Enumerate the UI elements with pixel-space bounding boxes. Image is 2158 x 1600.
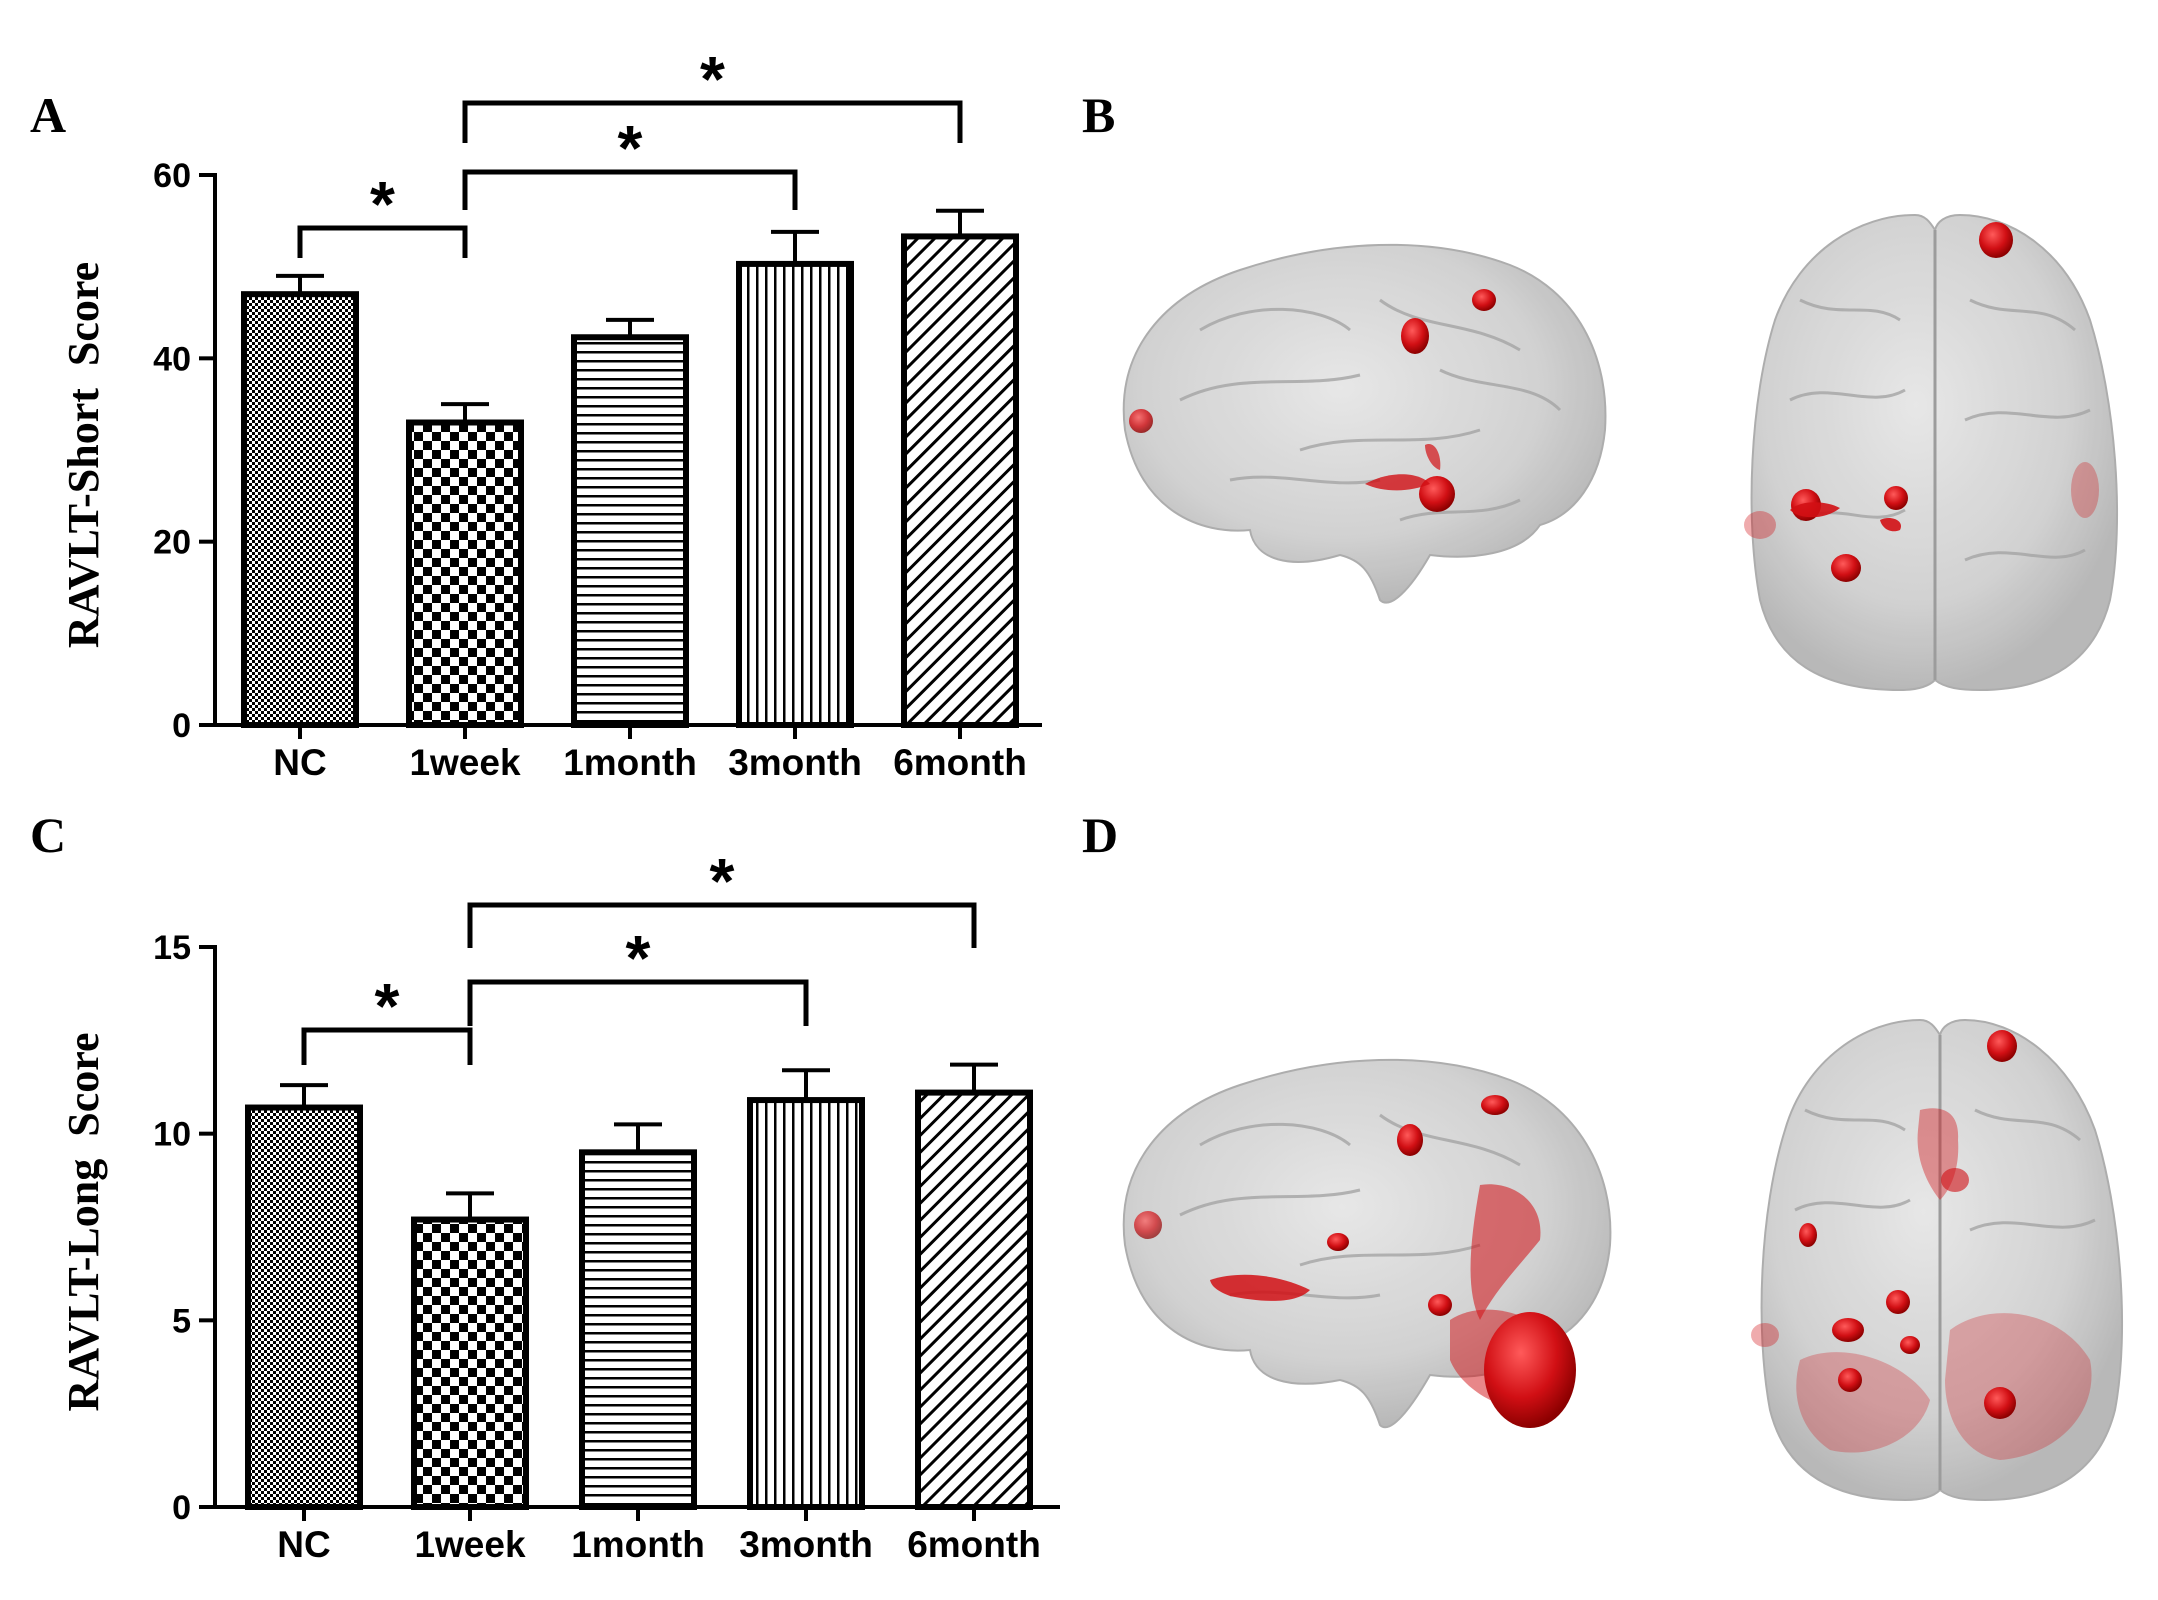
panel-d-brain-images: [1122, 1018, 2124, 1502]
chart-a-y-tick-label: 20: [153, 524, 191, 562]
chart-a-category-label: 3month: [728, 742, 862, 783]
panel-letter-c: C: [30, 807, 66, 863]
chart-a-y-tick-label: 60: [153, 157, 191, 195]
chart-c-y-tick-label: 15: [153, 929, 191, 967]
panel-d-axial-brain: [1751, 1018, 2124, 1502]
chart-c-significance-bracket: [467, 979, 809, 1026]
chart-a-significance-bracket: [462, 169, 798, 210]
chart-a-category-label: 1month: [563, 742, 697, 783]
chart-a-significance-star: *: [700, 43, 725, 115]
chart-a-short-score: RAVLT-Short Score 0 20 40 60 NC 1week 1month 3m…: [59, 43, 1042, 783]
chart-a-category-label: NC: [273, 742, 326, 783]
chart-a-bar-3month: [736, 260, 854, 728]
chart-c-category-label: 6month: [907, 1524, 1041, 1565]
chart-c-significance-bracket: [301, 1027, 473, 1065]
chart-a-bar-nc: [241, 291, 359, 728]
chart-c-bar-1month: [579, 1149, 697, 1511]
chart-c-y-axis-label: RAVLT-Long Score: [59, 1032, 108, 1411]
panel-b-lateral-brain: [1122, 243, 1607, 604]
chart-c-category-label: 3month: [739, 1524, 873, 1565]
chart-a-bar-1week: [406, 419, 524, 728]
chart-c-y-tick-label: 10: [153, 1116, 191, 1154]
chart-c-bar-3month: [747, 1097, 865, 1510]
chart-c-significance-bracket: [467, 902, 977, 948]
chart-a-significance-bracket: [462, 100, 963, 143]
chart-a-bar-6month: [901, 233, 1019, 729]
chart-c-bar-6month: [915, 1089, 1033, 1510]
chart-a-y-tick-label: 0: [172, 707, 191, 745]
chart-a-significance-star: *: [618, 112, 643, 184]
panel-letter-d: D: [1082, 807, 1118, 863]
chart-c-category-label: 1week: [414, 1524, 526, 1565]
chart-a-category-label: 1week: [409, 742, 521, 783]
panel-b-brain-images: [1122, 213, 2119, 692]
chart-c-y-tick-label: 0: [172, 1489, 191, 1527]
chart-a-significance-bracket: [297, 225, 468, 258]
chart-a-bar-1month: [571, 334, 689, 728]
chart-a-y-tick-label: 40: [153, 340, 191, 378]
panel-letter-a: A: [30, 87, 66, 143]
chart-c-significance-star: *: [626, 922, 651, 994]
chart-c-bar-nc: [245, 1104, 363, 1510]
panel-letter-b: B: [1082, 87, 1115, 143]
chart-c-y-tick-label: 5: [172, 1302, 191, 1340]
chart-a-category-label: 6month: [893, 742, 1027, 783]
chart-a-y-axis-label: RAVLT-Short Score: [59, 262, 108, 648]
panel-d-lateral-brain: [1122, 1058, 1612, 1428]
chart-c-category-label: 1month: [571, 1524, 705, 1565]
panel-b-axial-brain: [1744, 213, 2119, 692]
chart-a-significance-star: *: [370, 168, 395, 240]
chart-c-significance-star: *: [375, 970, 400, 1042]
chart-c-significance-star: *: [710, 845, 735, 917]
chart-c-category-label: NC: [277, 1524, 330, 1565]
chart-c-long-score: RAVLT-Long Score 0 5 10 15 NC 1week 1month 3mon…: [59, 845, 1060, 1565]
chart-c-bar-1week: [411, 1216, 529, 1510]
